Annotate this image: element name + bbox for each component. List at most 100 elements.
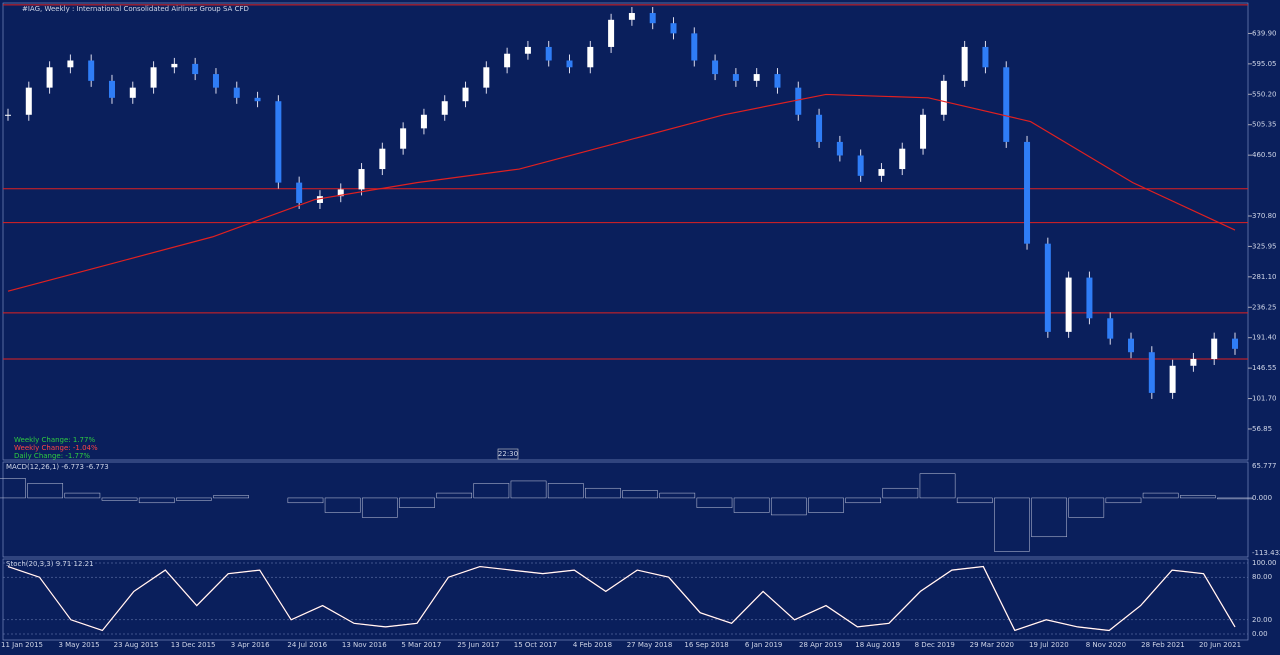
candle xyxy=(296,182,303,203)
candle xyxy=(400,128,407,149)
macd-bar xyxy=(213,495,249,499)
candle xyxy=(462,87,469,102)
price-label: 370.80 xyxy=(1252,212,1277,220)
candle xyxy=(483,67,490,88)
macd-bar xyxy=(547,483,584,499)
macd-bar xyxy=(1217,497,1253,500)
candle xyxy=(920,114,927,149)
candle xyxy=(108,80,115,98)
candle xyxy=(337,189,344,197)
date-label: 23 Aug 2015 xyxy=(114,641,159,649)
macd-bar xyxy=(1179,495,1216,499)
candle xyxy=(171,63,178,68)
info-line: Weekly Change: 1.77% xyxy=(14,436,95,444)
date-label: 5 Mar 2017 xyxy=(401,641,441,649)
macd-bar xyxy=(1068,497,1105,518)
price-label: 639.90 xyxy=(1252,29,1277,37)
candle xyxy=(774,74,781,88)
candle xyxy=(712,60,719,75)
date-label: 18 Aug 2019 xyxy=(855,641,900,649)
macd-bar xyxy=(1142,492,1179,499)
time-badge: 22:30 xyxy=(498,450,518,458)
macd-bar xyxy=(101,497,138,501)
candle xyxy=(566,60,573,68)
date-label: 24 Jul 2016 xyxy=(287,641,327,649)
stoch-main xyxy=(7,565,1236,632)
macd-tick: 65.777 xyxy=(1252,462,1277,470)
candle xyxy=(1169,365,1176,393)
candle xyxy=(1190,358,1197,366)
price-label: 281.10 xyxy=(1252,273,1277,281)
price-label: 146.55 xyxy=(1252,364,1277,372)
macd-bar xyxy=(361,497,398,518)
macd-tick: 0.000 xyxy=(1252,494,1272,502)
date-label: 4 Feb 2018 xyxy=(573,641,612,649)
macd-bar xyxy=(27,483,64,499)
candle xyxy=(1044,243,1051,332)
candle xyxy=(316,196,323,203)
price-label: 236.25 xyxy=(1252,303,1277,311)
date-label: 25 Jun 2017 xyxy=(457,641,499,649)
sma200-line xyxy=(7,93,1236,292)
stoch-label: Stoch(20,3,3) 9.71 12.21 xyxy=(6,560,94,568)
candle xyxy=(379,148,386,170)
macd-bar xyxy=(0,478,26,499)
macd-bar xyxy=(510,480,547,499)
date-label: 6 Jan 2019 xyxy=(745,641,783,649)
candle xyxy=(1024,141,1031,244)
candle xyxy=(212,74,219,88)
macd-bar xyxy=(64,492,101,499)
date-label: 8 Nov 2020 xyxy=(1086,641,1126,649)
candle xyxy=(233,87,240,98)
info-line: Weekly Change: -1.04% xyxy=(14,444,98,452)
macd-bar xyxy=(770,497,807,516)
stoch-tick: 80.00 xyxy=(1252,573,1272,581)
macd-bar xyxy=(176,497,212,501)
date-label: 16 Sep 2018 xyxy=(684,641,728,649)
date-label: 27 May 2018 xyxy=(627,641,673,649)
macd-bar xyxy=(436,492,473,499)
macd-bar xyxy=(845,497,882,504)
price-label: 191.40 xyxy=(1252,334,1277,342)
price-label: 505.35 xyxy=(1252,121,1277,129)
candle xyxy=(192,63,199,75)
candle xyxy=(836,141,843,156)
date-label: 3 Apr 2016 xyxy=(231,641,270,649)
candle xyxy=(545,46,552,61)
candle xyxy=(628,13,635,20)
macd-label: MACD(12,26,1) -6.773 -6.773 xyxy=(6,463,109,471)
macd-bar xyxy=(622,490,658,499)
macd-bar xyxy=(473,483,510,499)
candle xyxy=(732,74,739,81)
candle xyxy=(961,46,968,81)
macd-bar xyxy=(659,492,696,499)
price-label: 595.05 xyxy=(1252,60,1277,68)
candle xyxy=(878,169,885,176)
candle xyxy=(1128,338,1135,353)
price-label: 460.50 xyxy=(1252,151,1277,159)
macd-bar xyxy=(399,497,435,508)
date-label: 29 Mar 2020 xyxy=(970,641,1014,649)
macd-bar xyxy=(808,497,844,513)
candle xyxy=(254,97,261,102)
candle xyxy=(753,74,760,81)
macd-bar xyxy=(287,497,324,504)
candle xyxy=(649,13,656,24)
candle xyxy=(795,87,802,115)
macd-bar xyxy=(956,497,993,504)
candle xyxy=(1148,352,1155,393)
time-badge-box xyxy=(497,448,519,460)
date-label: 3 May 2015 xyxy=(58,641,99,649)
stoch-tick: 20.00 xyxy=(1252,616,1272,624)
candle xyxy=(608,19,615,47)
candle xyxy=(5,114,11,116)
candle xyxy=(129,87,136,98)
candle xyxy=(441,101,448,115)
candle xyxy=(816,114,823,142)
macd-bar xyxy=(585,487,621,499)
candle xyxy=(587,46,594,68)
price-label: 101.70 xyxy=(1252,395,1277,403)
price-label: 325.95 xyxy=(1252,242,1277,250)
